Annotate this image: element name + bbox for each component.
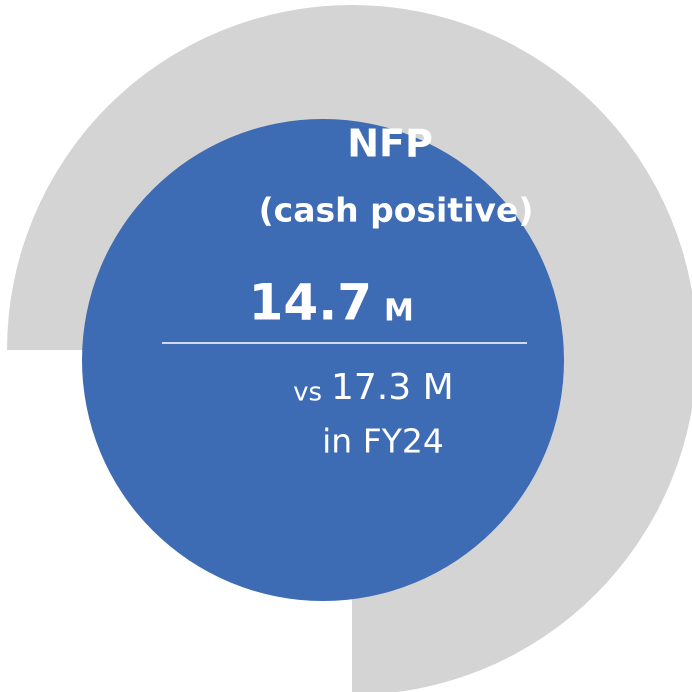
comparison-period: in FY24 [322, 422, 444, 461]
comparison-value: 17.3 M [331, 367, 454, 408]
subtitle: (cash positive) [259, 191, 534, 230]
unit: M [384, 294, 414, 329]
value: 14.7 [249, 274, 372, 332]
comparison-prefix: vs [293, 378, 322, 408]
title: NFP [347, 122, 433, 166]
main-circle [82, 119, 564, 601]
